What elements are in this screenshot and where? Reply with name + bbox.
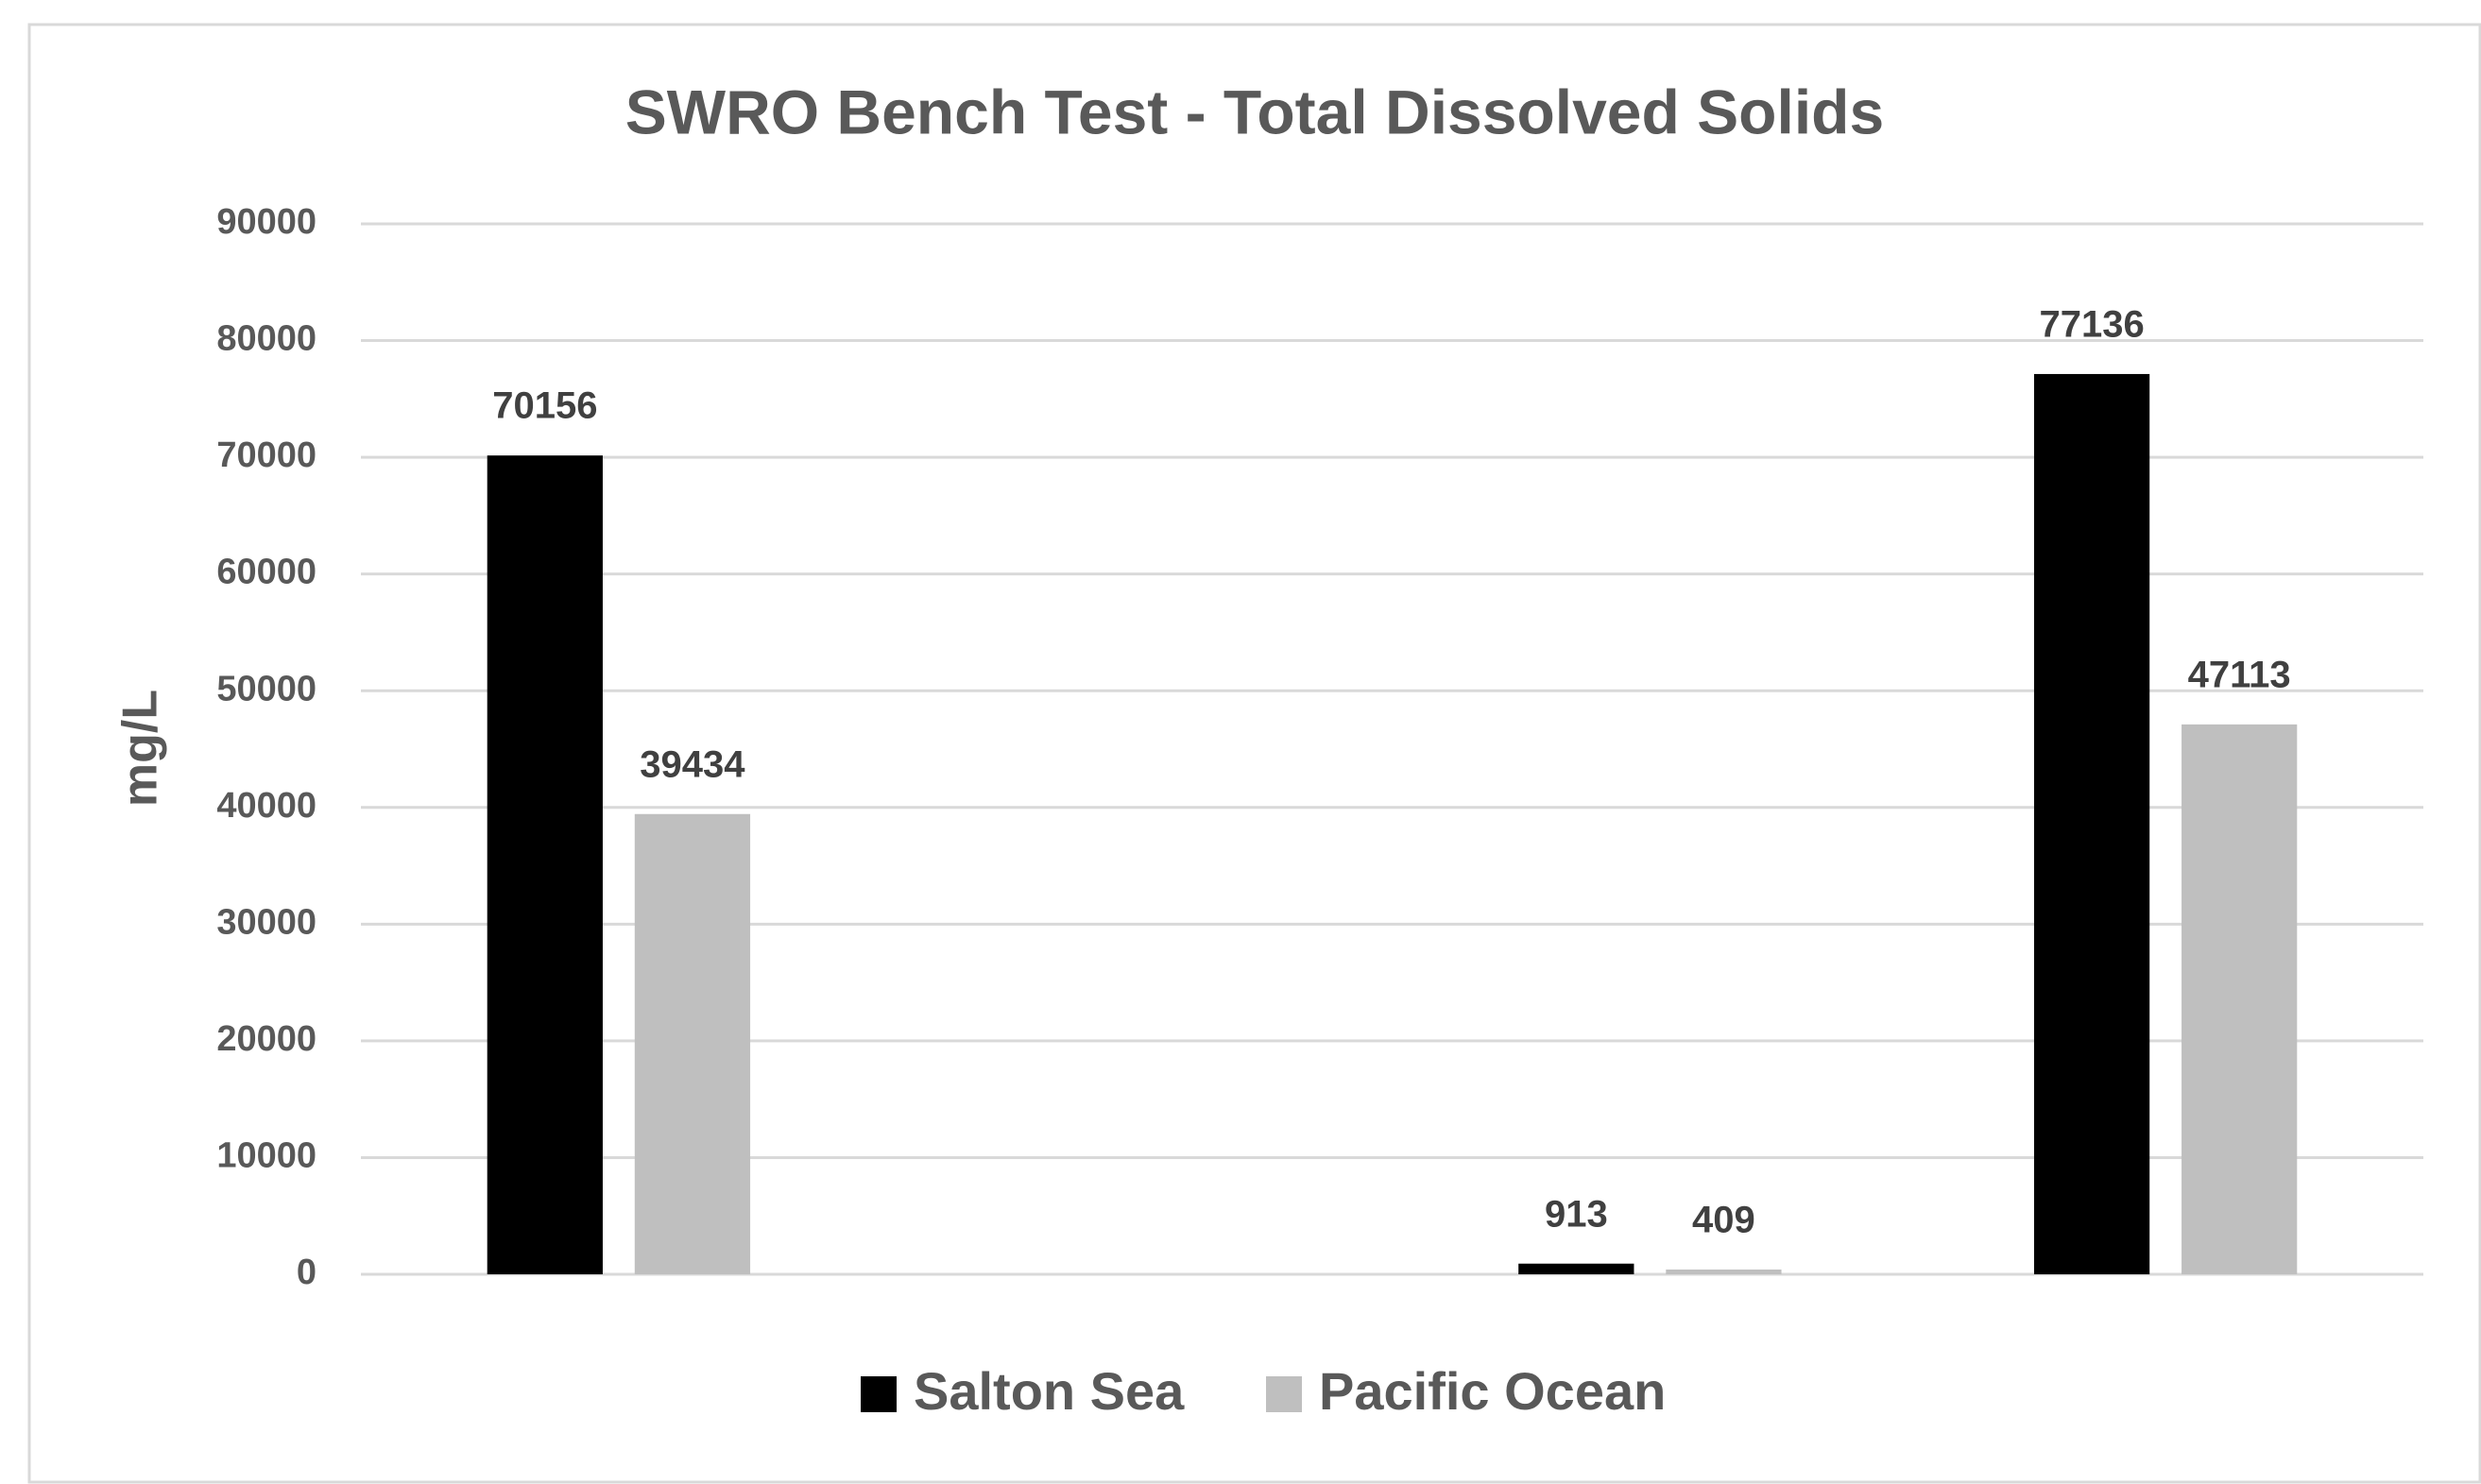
bar xyxy=(634,813,751,1274)
data-label: 77136 xyxy=(2039,304,2144,346)
chart-title: SWRO Bench Test - Total Dissolved Solids xyxy=(625,77,1884,146)
bar xyxy=(1518,1263,1634,1274)
y-tick-label: 30000 xyxy=(216,902,317,942)
data-label: 70156 xyxy=(492,385,597,427)
y-tick-label: 90000 xyxy=(216,202,317,242)
legend-swatch xyxy=(1266,1376,1302,1412)
y-tick-label: 20000 xyxy=(216,1019,317,1059)
data-label: 913 xyxy=(1545,1193,1608,1235)
y-tick-label: 80000 xyxy=(216,319,317,359)
legend-label: Salton Sea xyxy=(914,1361,1185,1421)
data-label: 47113 xyxy=(2188,654,2291,695)
y-tick-label: 70000 xyxy=(216,435,317,475)
bar xyxy=(487,455,603,1274)
y-tick-label: 40000 xyxy=(216,786,317,826)
y-tick-label: 60000 xyxy=(216,553,317,592)
bar xyxy=(2182,724,2298,1274)
bar xyxy=(1666,1269,1782,1274)
legend-swatch xyxy=(861,1376,897,1412)
y-tick-label: 50000 xyxy=(216,669,317,708)
data-label: 39434 xyxy=(640,743,745,785)
y-tick-label: 10000 xyxy=(216,1135,317,1175)
y-tick-label: 0 xyxy=(297,1253,317,1292)
bar xyxy=(2033,373,2150,1274)
y-axis-label: mg/L xyxy=(113,690,168,807)
data-label: 409 xyxy=(1692,1200,1755,1241)
legend-label: Pacific Ocean xyxy=(1319,1361,1666,1421)
